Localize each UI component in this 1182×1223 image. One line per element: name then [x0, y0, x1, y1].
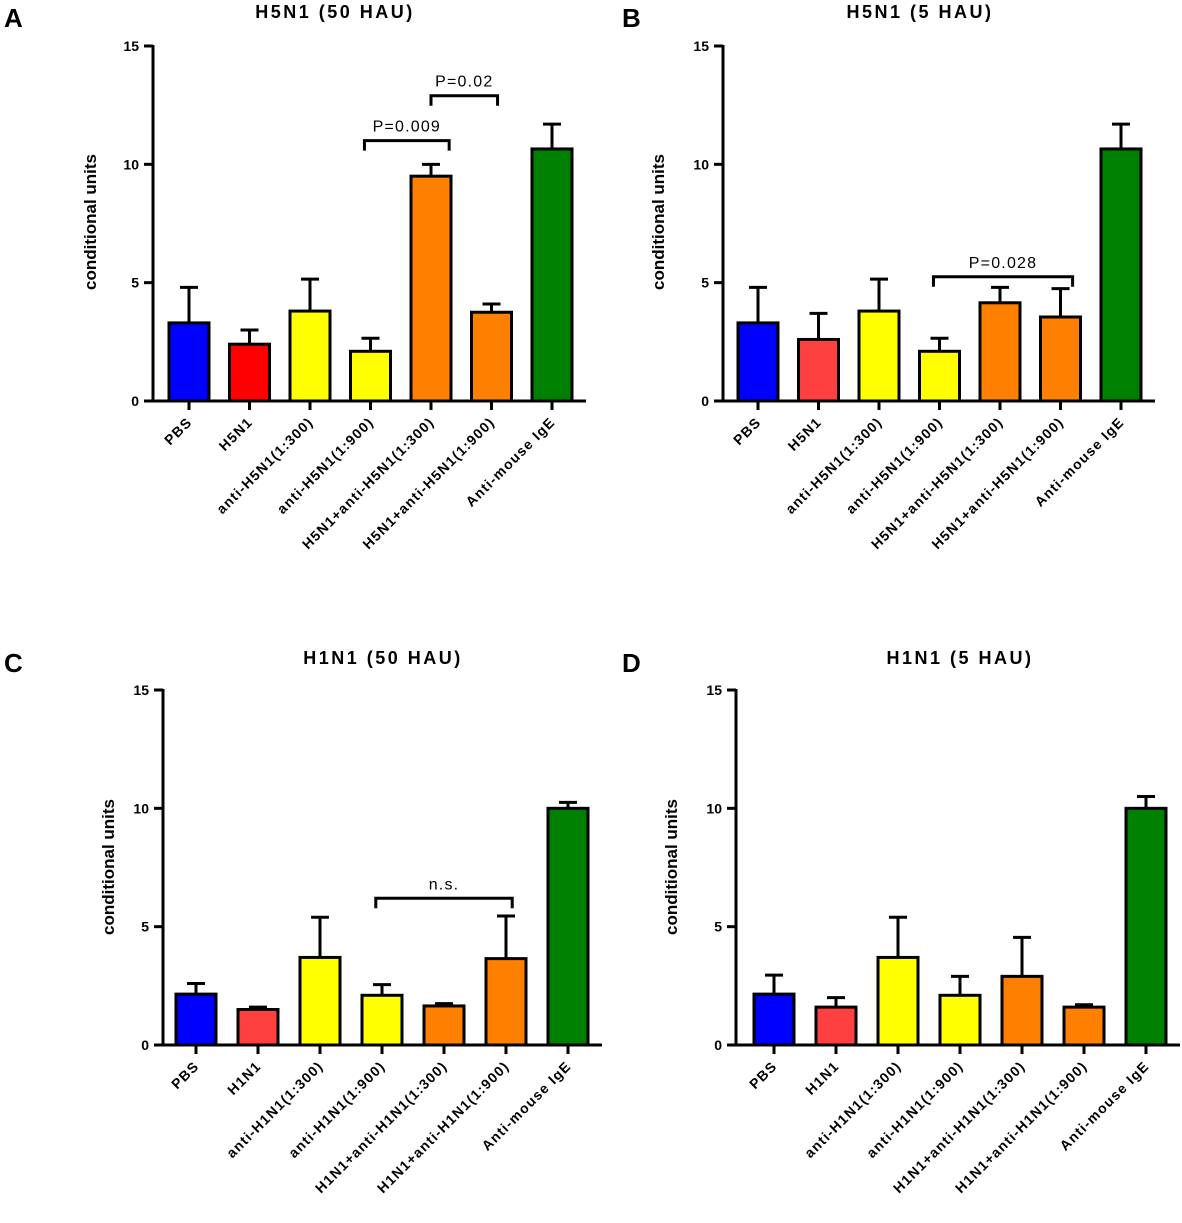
bar: [360, 993, 404, 1047]
y-tick-label: 0: [131, 393, 139, 409]
significance-bracket: [374, 896, 514, 909]
significance-label: n.s.: [429, 876, 460, 893]
chart-panel-c: C H1N1 (50 HAU) conditional units 0 5 10 15 PBS…: [4, 648, 602, 1196]
x-tick-label: PBS: [746, 1058, 780, 1092]
chart-title: H1N1 (5 HAU): [886, 648, 1033, 668]
bar: [484, 957, 528, 1047]
significance-label: P=0.02: [435, 74, 493, 91]
bar: [236, 1008, 280, 1047]
y-tick-label: 10: [693, 156, 709, 172]
chart-title: H1N1 (50 HAU): [303, 648, 463, 668]
x-tick-label: H1N1: [224, 1058, 264, 1098]
significance-label: P=0.009: [373, 119, 441, 136]
x-tick-label: H1N1: [802, 1058, 842, 1098]
y-tick-label: 15: [123, 38, 139, 54]
bar: [1039, 315, 1082, 403]
y-tick-label: 15: [133, 682, 149, 698]
bar: [167, 321, 211, 403]
chart-title: H5N1 (50 HAU): [255, 2, 415, 22]
y-tick-label: 0: [701, 393, 709, 409]
panel-letter: D: [622, 648, 641, 678]
bar: [530, 147, 574, 403]
bar: [349, 349, 392, 403]
bar: [1062, 1005, 1106, 1047]
x-tick-label: H1N1+anti-H1N1(1:900): [952, 1058, 1090, 1196]
bar: [938, 993, 982, 1047]
significance-bracket: [362, 139, 451, 151]
bar: [422, 1004, 466, 1047]
y-tick-label: 5: [714, 919, 722, 935]
y-tick-label: 0: [714, 1037, 722, 1053]
bar: [978, 301, 1022, 403]
y-tick-label: 5: [141, 919, 149, 935]
y-tick-label: 15: [706, 682, 722, 698]
y-tick-label: 0: [141, 1037, 149, 1053]
panel-letter: A: [4, 3, 23, 33]
chart-panel-d: D H1N1 (5 HAU) conditional units 0 5 10 15 PBS H…: [622, 648, 1180, 1196]
x-tick-label: PBS: [168, 1058, 202, 1092]
chart-panel-b: B H5N1 (5 HAU) conditional units 0 5 10 15 PBS H…: [622, 2, 1155, 552]
bar: [918, 349, 961, 403]
bar: [546, 806, 590, 1047]
bar: [288, 309, 332, 403]
bar: [752, 992, 796, 1047]
chart-title: H5N1 (5 HAU): [846, 2, 993, 22]
bar: [470, 310, 513, 403]
y-tick-label: 10: [133, 800, 149, 816]
bar: [876, 955, 920, 1047]
y-tick-label: 10: [123, 156, 139, 172]
panel-letter: B: [622, 3, 641, 33]
significance-label: P=0.028: [969, 255, 1037, 272]
y-axis-label: conditional units: [99, 799, 118, 935]
x-tick-label: H5N1: [216, 414, 256, 454]
y-axis-label: conditional units: [649, 154, 668, 290]
x-tick-label: H1N1+anti-H1N1(1:300): [312, 1058, 450, 1196]
x-tick-label: PBS: [730, 414, 764, 448]
bar: [736, 321, 780, 403]
bar: [1124, 806, 1168, 1047]
x-tick-label: PBS: [161, 414, 195, 448]
x-tick-label: H1N1+anti-H1N1(1:900): [374, 1058, 512, 1196]
y-tick-label: 5: [701, 275, 709, 291]
significance-bracket: [429, 94, 500, 106]
panel-letter: C: [4, 648, 23, 678]
y-tick-label: 15: [693, 38, 709, 54]
y-axis-label: conditional units: [662, 799, 681, 935]
bar: [797, 337, 840, 403]
chart-panel-a: A H5N1 (50 HAU) conditional units 0 5 10 15 PBS…: [4, 2, 586, 552]
bar: [409, 174, 453, 403]
bar: [1000, 974, 1044, 1047]
y-tick-label: 10: [706, 800, 722, 816]
x-tick-label: H5N1: [785, 414, 825, 454]
x-tick-label: H1N1+anti-H1N1(1:300): [890, 1058, 1028, 1196]
significance-bracket: [931, 275, 1075, 287]
bar: [1099, 147, 1143, 403]
bar: [814, 1005, 858, 1047]
bar: [174, 992, 218, 1047]
bar: [228, 342, 271, 403]
y-tick-label: 5: [131, 275, 139, 291]
bar: [298, 955, 342, 1047]
y-axis-label: conditional units: [81, 154, 100, 290]
bar: [857, 309, 901, 403]
